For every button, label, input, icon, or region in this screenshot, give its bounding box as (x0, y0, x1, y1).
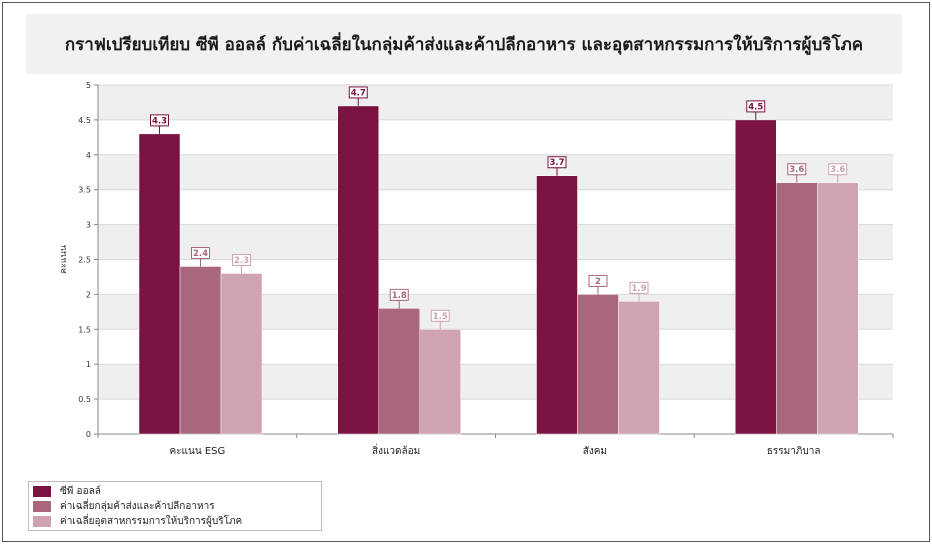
data-label-box (828, 163, 848, 176)
data-label: 2.3 (234, 256, 249, 266)
legend-swatch-cpall (33, 486, 51, 497)
data-label-box (430, 309, 450, 322)
data-label: 2.4 (193, 249, 208, 259)
data-label: 2 (595, 277, 601, 287)
legend-label-consumer-services-avg: ค่าเฉลี่ยอุตสาหกรรมการให้บริการผู้บริโภค (60, 516, 243, 527)
data-label-box (389, 288, 409, 301)
bar (138, 133, 181, 435)
x-tick-label: สังคม (583, 446, 607, 457)
bar (220, 273, 263, 435)
bar (179, 266, 222, 435)
bar (536, 175, 578, 435)
data-label: 4.7 (351, 88, 366, 98)
legend-item-consumer-services-avg: ค่าเฉลี่ยอุตสาหกรรมการให้บริการผู้บริโภค (31, 514, 321, 529)
bar (337, 105, 379, 435)
data-label: 3.7 (549, 158, 564, 168)
data-label: 4.5 (748, 102, 763, 112)
data-label-box (232, 253, 251, 266)
legend-swatch-food-retail-avg (33, 501, 51, 512)
data-label-box (787, 163, 807, 176)
grid-band (98, 85, 893, 120)
legend-label-food-retail-avg: ค่าเฉลี่ยกลุ่มค้าส่งและค้าปลีกอาหาร (60, 501, 215, 512)
bar (817, 182, 859, 435)
bar (378, 308, 420, 435)
data-label: 3.6 (830, 165, 845, 175)
y-tick-label: 1.5 (78, 325, 91, 334)
bar (419, 329, 461, 435)
x-tick-label: ธรรมาภิบาล (767, 446, 821, 457)
y-tick-label: 4 (86, 151, 91, 160)
data-label: 1.8 (392, 291, 407, 301)
bar (618, 301, 660, 435)
y-tick-label: 2 (86, 290, 91, 299)
title-bar: กราฟเปรียบเทียบ ซีพี ออลล์ กับค่าเฉลี่ยใ… (26, 14, 902, 74)
data-label: 1.9 (631, 284, 646, 294)
legend-item-cpall: ซีพี ออลล์ (31, 484, 321, 499)
data-label: 4.3 (152, 116, 167, 126)
data-label-box (746, 100, 766, 113)
data-label-box (588, 274, 608, 287)
y-tick-label: 1 (86, 360, 91, 369)
legend-swatch-consumer-services-avg (33, 516, 51, 527)
data-label-box (348, 86, 368, 99)
y-tick-label: 0.5 (78, 395, 91, 404)
y-tick-label: 5 (86, 81, 91, 90)
data-label-box (629, 281, 649, 294)
x-tick-label: สิ่งแวดล้อม (372, 443, 420, 457)
data-label: 1.5 (433, 312, 448, 322)
y-tick-label: 2.5 (78, 256, 91, 265)
data-label-box (547, 156, 567, 169)
chart-title: กราฟเปรียบเทียบ ซีพี ออลล์ กับค่าเฉลี่ยใ… (64, 34, 864, 55)
data-label: 3.6 (789, 165, 804, 175)
y-tick-label: 3 (86, 221, 91, 230)
y-tick-label: 0 (86, 430, 91, 439)
bar (735, 119, 777, 435)
legend-item-food-retail-avg: ค่าเฉลี่ยกลุ่มค้าส่งและค้าปลีกอาหาร (31, 499, 321, 514)
legend: ซีพี ออลล์ ค่าเฉลี่ยกลุ่มค้าส่งและค้าปลี… (28, 481, 322, 531)
y-tick-label: 3.5 (78, 186, 91, 195)
bar (577, 294, 619, 435)
legend-label-cpall: ซีพี ออลล์ (60, 486, 101, 497)
bar (776, 182, 818, 435)
x-tick-label: คะแนน ESG (169, 446, 225, 457)
y-tick-label: 4.5 (78, 116, 91, 125)
y-axis-title: คะแนน (59, 245, 69, 274)
data-label-box (191, 246, 210, 259)
data-label-box (150, 114, 169, 127)
